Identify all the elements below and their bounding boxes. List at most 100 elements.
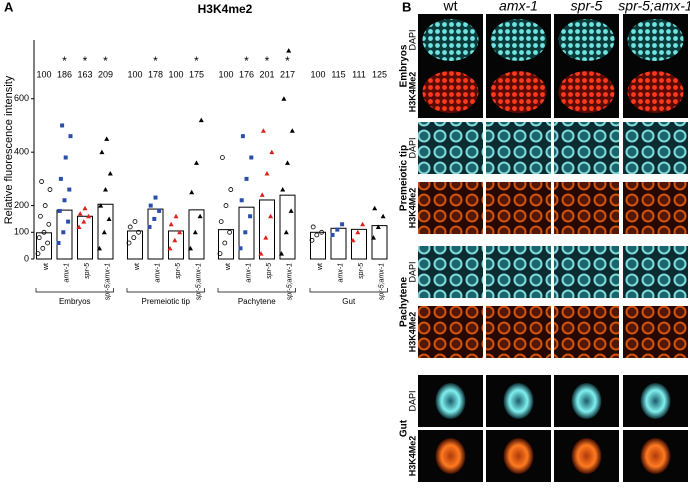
data-point [63, 155, 68, 160]
embryo [627, 19, 684, 61]
germline [486, 122, 551, 174]
percent-label: 125 [372, 69, 387, 79]
germline [554, 122, 619, 174]
data-point [288, 208, 294, 213]
data-point [126, 240, 132, 246]
data-point [177, 229, 183, 235]
data-point [147, 224, 152, 229]
column-header: spr-5;amx-1 [618, 0, 690, 14]
germline [418, 306, 483, 358]
data-point [67, 187, 72, 192]
data-point [66, 219, 71, 224]
stain-label: H3K4Me2 [407, 312, 417, 353]
data-point [360, 221, 366, 227]
data-point [35, 251, 41, 257]
bar [351, 228, 367, 260]
data-point [58, 176, 63, 181]
percent-label: 209 [98, 69, 113, 79]
percent-label: 100 [36, 69, 51, 79]
bar [279, 194, 296, 260]
panel-label: A [4, 0, 14, 14]
data-point [60, 123, 65, 128]
data-point [152, 216, 157, 221]
germline [554, 306, 619, 358]
x-tick-label: spr-5;amx-1 [104, 263, 111, 300]
germline [623, 122, 688, 174]
data-point [281, 96, 287, 101]
data-point [62, 198, 67, 203]
germline [554, 182, 619, 234]
data-point [131, 235, 137, 241]
column-header: amx-1 [499, 0, 538, 14]
data-point [172, 237, 178, 243]
data-point [223, 203, 229, 208]
data-point [283, 229, 289, 235]
group-bracket [35, 288, 114, 293]
data-point [309, 237, 315, 243]
embryo [627, 71, 684, 113]
data-point [76, 224, 82, 229]
data-point [132, 219, 138, 225]
data-point [263, 235, 269, 240]
bar [56, 209, 73, 260]
data-point [77, 211, 83, 216]
row-label: Pachytene [399, 277, 410, 327]
gut-nucleus [640, 438, 671, 474]
x-tick-label: wt [317, 263, 324, 271]
data-point [148, 203, 153, 208]
data-point [101, 229, 107, 235]
data-point [248, 214, 253, 219]
data-point [268, 213, 274, 219]
data-point [127, 224, 133, 230]
data-point [42, 203, 48, 208]
data-point [285, 160, 290, 165]
x-tick-label: spr-5 [84, 263, 91, 279]
data-point [173, 213, 179, 219]
data-point [45, 240, 50, 246]
data-point [259, 192, 265, 197]
percent-label: 186 [57, 69, 72, 79]
significance-star: * [285, 54, 290, 68]
data-point [39, 179, 44, 184]
percent-label: 175 [189, 69, 204, 79]
gut-nucleus [571, 438, 602, 474]
gut-nucleus [503, 438, 534, 474]
bar [127, 230, 143, 260]
data-point [197, 213, 203, 219]
gut-nucleus [640, 383, 671, 419]
significance-star: * [62, 54, 67, 68]
data-point [355, 229, 361, 235]
embryo [558, 71, 615, 113]
significance-star: * [83, 54, 88, 68]
data-point [350, 237, 356, 243]
percent-label: 111 [352, 69, 366, 79]
data-point [86, 213, 92, 219]
x-tick-label: spr-5 [358, 263, 365, 279]
data-point [68, 134, 73, 139]
germline [486, 306, 551, 358]
data-point [198, 117, 204, 123]
data-point [340, 222, 345, 227]
data-point [372, 205, 378, 211]
data-point [56, 240, 61, 245]
germline [623, 246, 688, 298]
x-tick-label: wt [43, 263, 50, 271]
data-point [82, 205, 88, 211]
data-point [249, 155, 254, 160]
data-point [41, 229, 47, 235]
stain-label: DAPI [407, 29, 417, 50]
significance-star: * [244, 54, 249, 68]
bar [168, 230, 184, 260]
data-point [46, 221, 52, 227]
data-point [375, 224, 381, 229]
data-point [243, 230, 248, 235]
data-point [310, 224, 316, 230]
data-point [104, 136, 110, 141]
data-point [286, 48, 292, 53]
percent-label: 100 [168, 69, 183, 79]
data-point [189, 189, 195, 195]
percent-label: 100 [310, 69, 325, 79]
bar [330, 227, 347, 260]
embryo [422, 71, 479, 113]
germline [418, 246, 483, 298]
